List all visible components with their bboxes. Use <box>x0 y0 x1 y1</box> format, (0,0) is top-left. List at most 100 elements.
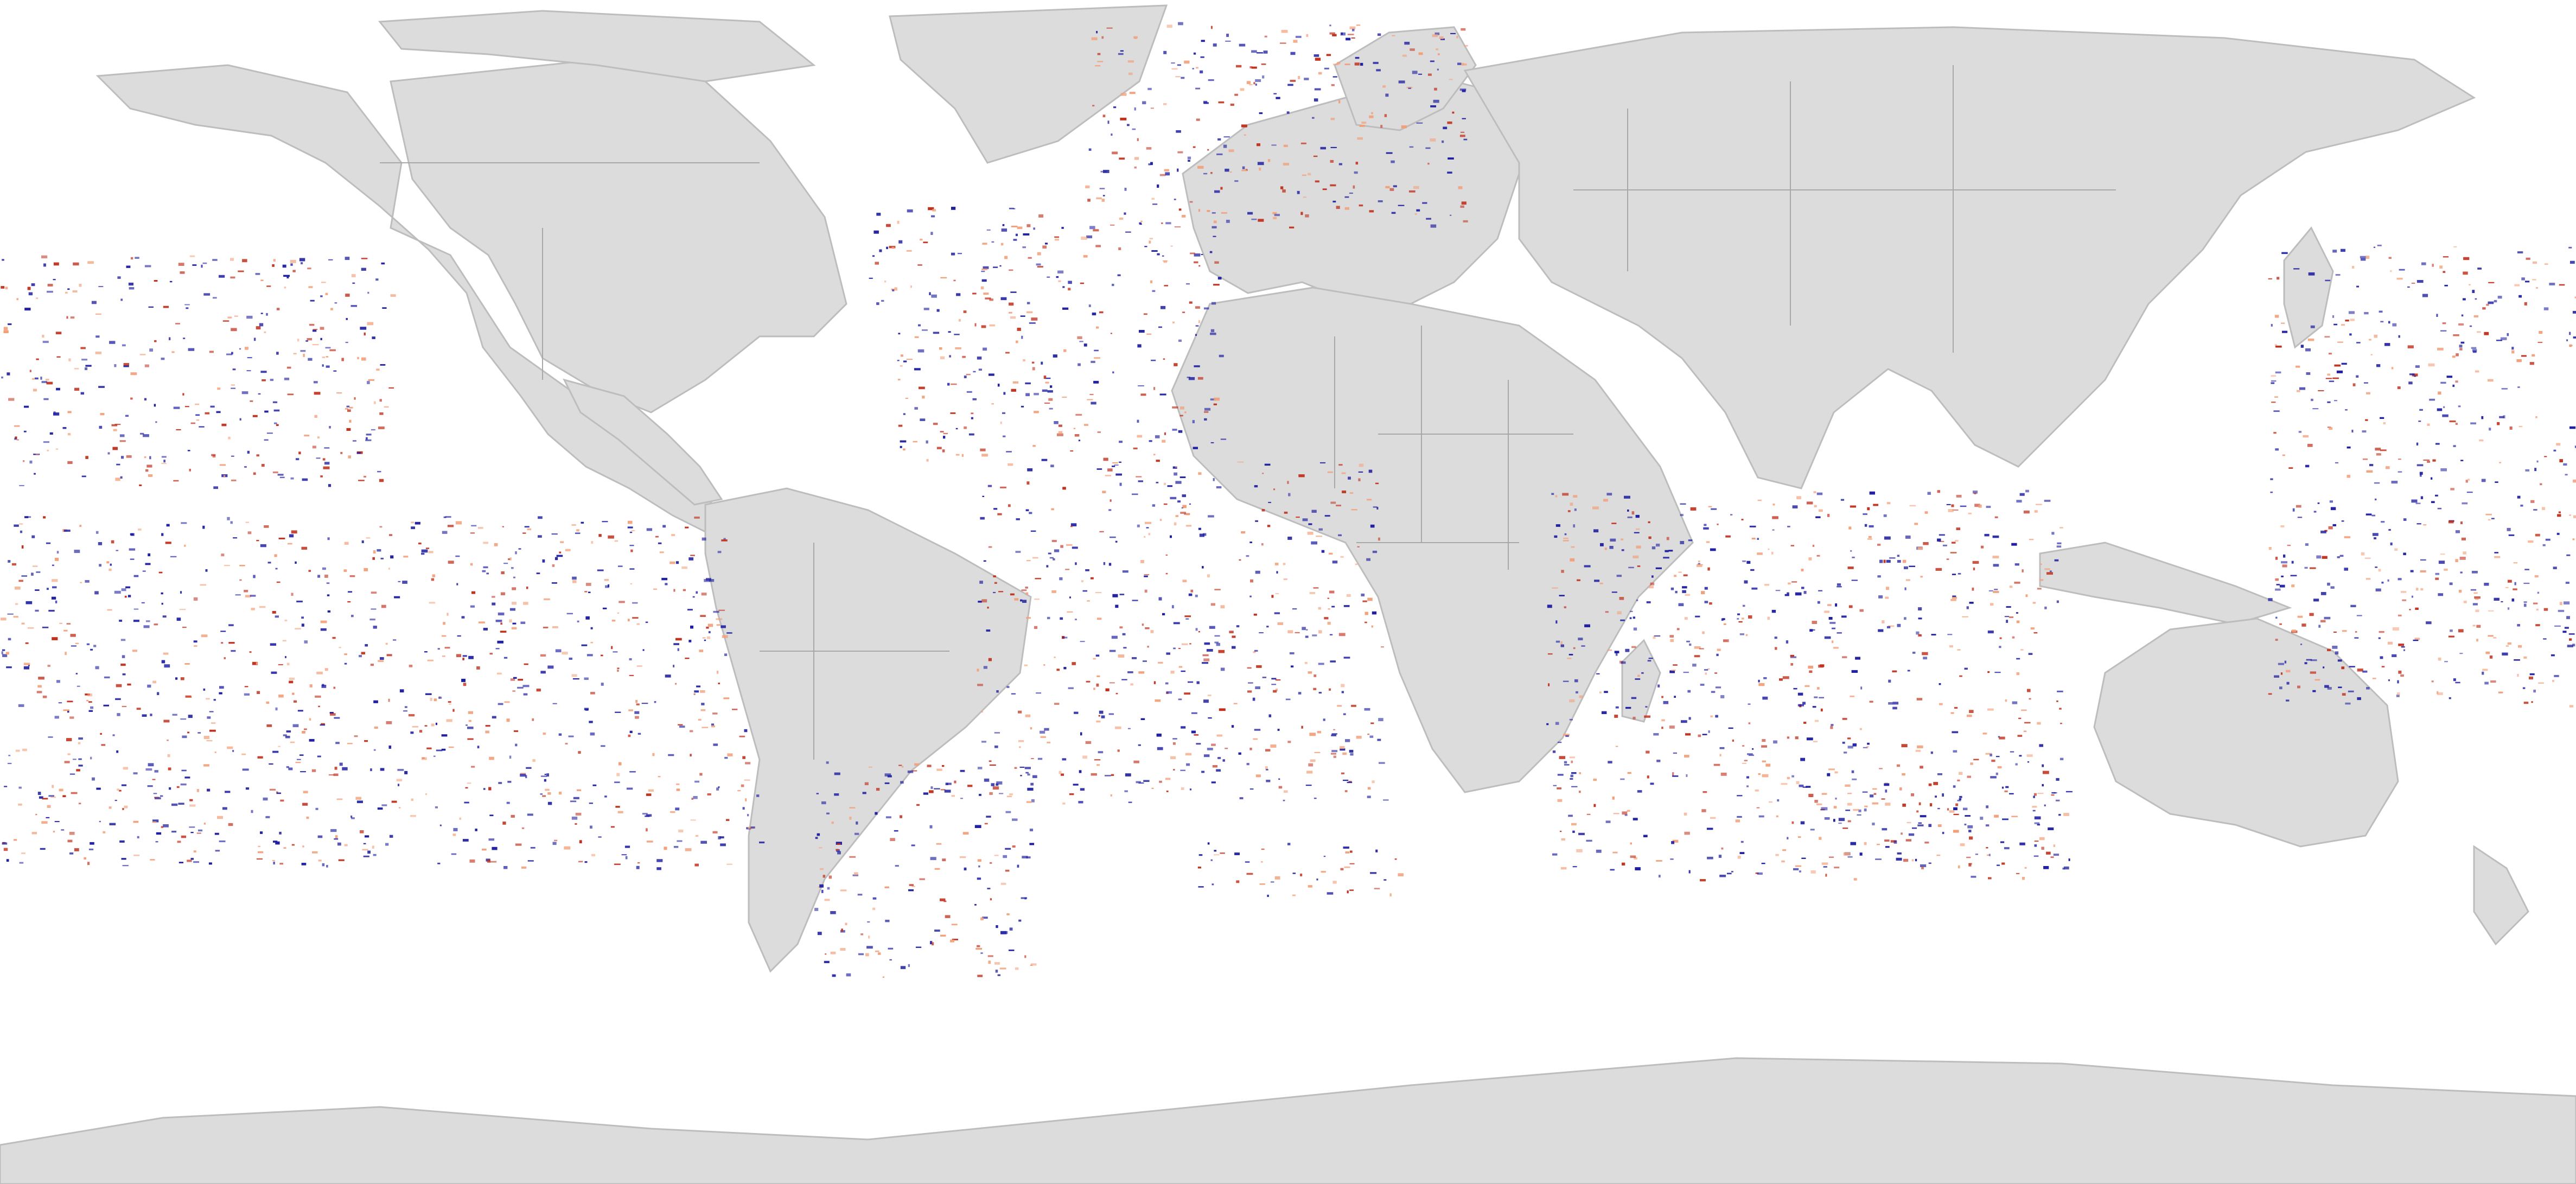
observation-point <box>385 843 389 846</box>
observation-point <box>940 898 946 901</box>
observation-point <box>1684 755 1689 758</box>
observation-point <box>332 636 336 639</box>
observation-point <box>403 556 409 558</box>
observation-point <box>1163 260 1167 263</box>
observation-point <box>1226 220 1230 223</box>
observation-point <box>1329 634 1333 635</box>
observation-point <box>1196 681 1200 684</box>
observation-points <box>1 22 2576 978</box>
observation-point <box>297 710 303 712</box>
observation-point <box>1102 195 1105 196</box>
observation-point <box>1852 743 1857 747</box>
observation-point <box>1080 788 1085 791</box>
observation-point <box>1072 546 1078 549</box>
observation-point <box>122 865 129 867</box>
observation-point <box>327 537 330 540</box>
observation-point <box>1030 727 1032 730</box>
observation-point <box>889 959 892 960</box>
observation-point <box>1634 532 1640 533</box>
observation-point <box>1110 499 1112 502</box>
observation-point <box>1630 842 1632 845</box>
observation-point <box>81 359 87 361</box>
observation-point <box>2271 402 2276 403</box>
observation-point <box>70 316 75 319</box>
observation-point <box>2046 851 2051 855</box>
observation-point <box>2356 615 2362 616</box>
observation-point <box>1709 602 1712 605</box>
observation-point <box>1960 505 1967 507</box>
observation-point <box>1990 776 1997 779</box>
observation-point <box>1127 60 1134 63</box>
observation-point <box>543 627 549 628</box>
observation-point <box>1937 490 1941 493</box>
observation-point <box>328 259 333 260</box>
observation-point <box>2029 698 2031 700</box>
observation-point <box>1120 117 1127 120</box>
observation-point <box>1799 785 1804 787</box>
observation-point <box>299 258 305 262</box>
observation-point <box>2497 296 2502 299</box>
observation-point <box>867 921 870 923</box>
observation-point <box>1051 590 1056 593</box>
observation-point <box>307 338 313 341</box>
observation-point <box>160 795 163 797</box>
observation-point <box>1326 54 1331 56</box>
observation-point <box>1089 393 1094 396</box>
observation-point <box>1198 886 1204 888</box>
observation-point <box>934 788 940 790</box>
observation-point <box>172 714 177 716</box>
observation-point <box>1888 625 1895 627</box>
observation-point <box>1192 420 1195 423</box>
observation-point <box>2364 312 2369 315</box>
observation-point <box>1194 734 1199 736</box>
observation-point <box>333 370 337 372</box>
observation-point <box>1751 538 1756 540</box>
observation-point <box>540 793 543 795</box>
observation-point <box>1246 81 1251 84</box>
observation-point <box>1022 246 1026 249</box>
observation-point <box>241 391 248 394</box>
observation-point <box>2033 855 2039 857</box>
observation-point <box>1254 729 1261 731</box>
observation-point <box>2292 508 2295 512</box>
observation-point <box>977 684 983 686</box>
observation-point <box>1950 599 1956 601</box>
observation-point <box>632 602 638 604</box>
observation-point <box>275 841 280 845</box>
observation-point <box>665 583 668 585</box>
observation-point <box>1204 307 1209 310</box>
observation-point <box>907 771 914 773</box>
observation-point <box>1204 411 1209 413</box>
observation-point <box>326 582 330 584</box>
observation-point <box>1283 790 1288 793</box>
observation-point <box>1965 815 1971 817</box>
observation-point <box>453 827 458 831</box>
observation-point <box>127 683 131 686</box>
observation-point <box>1203 100 1208 104</box>
observation-point <box>1814 720 1819 722</box>
observation-point <box>283 275 290 277</box>
observation-point <box>1095 654 1100 657</box>
observation-point <box>409 665 413 667</box>
observation-point <box>113 429 117 431</box>
observation-point <box>717 671 719 674</box>
observation-point <box>849 807 856 809</box>
observation-point <box>1287 481 1289 484</box>
observation-point <box>313 381 318 384</box>
observation-point <box>826 812 830 814</box>
observation-point <box>1078 801 1083 804</box>
observation-point <box>1216 769 1221 772</box>
observation-point <box>1009 207 1014 209</box>
observation-point <box>1835 797 1837 800</box>
observation-point <box>2005 786 2009 788</box>
observation-point <box>335 835 338 839</box>
observation-point <box>1207 842 1210 845</box>
observation-point <box>1187 156 1191 160</box>
observation-point <box>1669 725 1675 729</box>
observation-point <box>1330 160 1334 163</box>
observation-point <box>68 358 71 361</box>
observation-point <box>727 753 733 756</box>
observation-point <box>1140 393 1146 396</box>
observation-point <box>1115 692 1118 695</box>
observation-point <box>977 357 982 360</box>
